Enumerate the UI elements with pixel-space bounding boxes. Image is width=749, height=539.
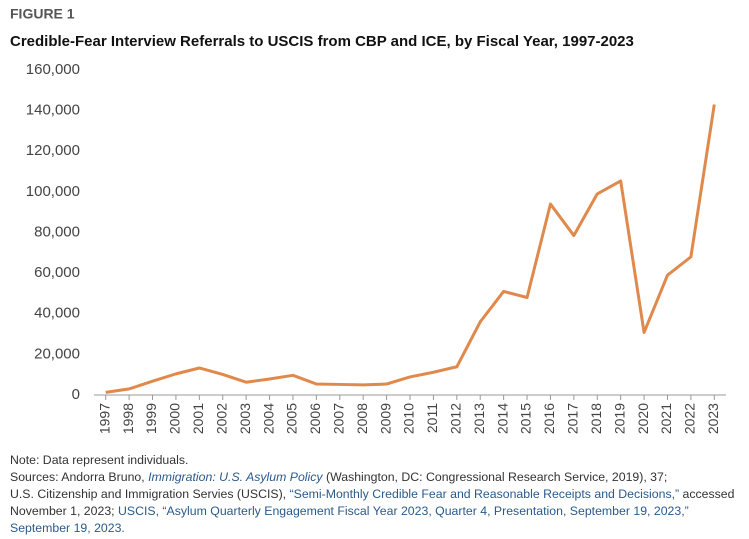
- source-text: Sources: Andorra Bruno,: [10, 470, 149, 484]
- x-tick-label: 2006: [307, 403, 323, 434]
- x-tick-label: 2023: [705, 403, 721, 434]
- x-tick-label: 2017: [565, 403, 581, 434]
- figure-label: FIGURE 1: [10, 6, 75, 22]
- x-tick-label: 2014: [494, 403, 510, 434]
- x-tick-label: 2001: [190, 403, 206, 434]
- x-tick-label: 2008: [354, 403, 370, 434]
- x-tick-label: 1997: [96, 403, 112, 434]
- x-tick-label: 2010: [401, 403, 417, 434]
- x-tick-label: 2018: [588, 403, 604, 434]
- source-text: U.S. Citizenship and Immigration Servies…: [10, 487, 290, 501]
- x-tick-label: 2013: [471, 403, 487, 434]
- chart-title: Credible-Fear Interview Referrals to USC…: [10, 33, 634, 50]
- source-text: (Washington, DC: Congressional Research …: [322, 470, 668, 484]
- footnotes: Note: Data represent individuals. Source…: [10, 452, 740, 537]
- x-tick-label: 1999: [143, 403, 159, 434]
- x-tick-label: 2011: [424, 403, 440, 433]
- source-text[interactable]: USCIS, “Asylum Quarterly Engagement Fisc…: [10, 504, 689, 535]
- x-tick-label: 2020: [635, 403, 651, 434]
- x-tick-label: 2022: [682, 403, 698, 434]
- source-text: accessed November 1, 2023;: [10, 487, 735, 518]
- x-tick-label: 2021: [658, 403, 674, 434]
- x-tick-label: 2012: [448, 403, 464, 434]
- source-text[interactable]: “Semi-Monthly Credible Fear and Reasonab…: [289, 487, 680, 501]
- x-tick-label: 2007: [330, 403, 346, 434]
- x-tick-label: 2003: [237, 403, 253, 434]
- y-tick-label: 80,000: [34, 223, 80, 240]
- y-tick-label: 40,000: [34, 305, 80, 322]
- chart: FIGURE 1 Credible-Fear Interview Referra…: [10, 6, 726, 434]
- note: Note: Data represent individuals.: [10, 453, 189, 467]
- x-tick-label: 2005: [284, 403, 300, 434]
- sources: Sources: Andorra Bruno, Immigration: U.S…: [10, 469, 740, 537]
- x-tick-label: 2000: [167, 403, 183, 434]
- x-tick-label: 2015: [518, 403, 534, 434]
- y-tick-label: 60,000: [34, 264, 80, 281]
- x-tick-label: 2009: [377, 403, 393, 434]
- x-tick-label: 2019: [611, 403, 627, 434]
- y-tick-label: 160,000: [26, 61, 80, 78]
- x-tick-label: 2004: [260, 403, 276, 434]
- x-tick-label: 1998: [120, 403, 136, 434]
- y-tick-label: 0: [72, 386, 80, 403]
- x-tick-label: 2002: [213, 403, 229, 434]
- y-tick-label: 140,000: [26, 102, 80, 119]
- data-line: [105, 104, 716, 394]
- y-tick-label: 100,000: [26, 183, 80, 200]
- y-tick-label: 20,000: [34, 345, 80, 362]
- x-tick-label: 2016: [541, 403, 557, 434]
- source-text: Immigration: U.S. Asylum Policy: [148, 470, 323, 484]
- y-tick-label: 120,000: [26, 142, 80, 159]
